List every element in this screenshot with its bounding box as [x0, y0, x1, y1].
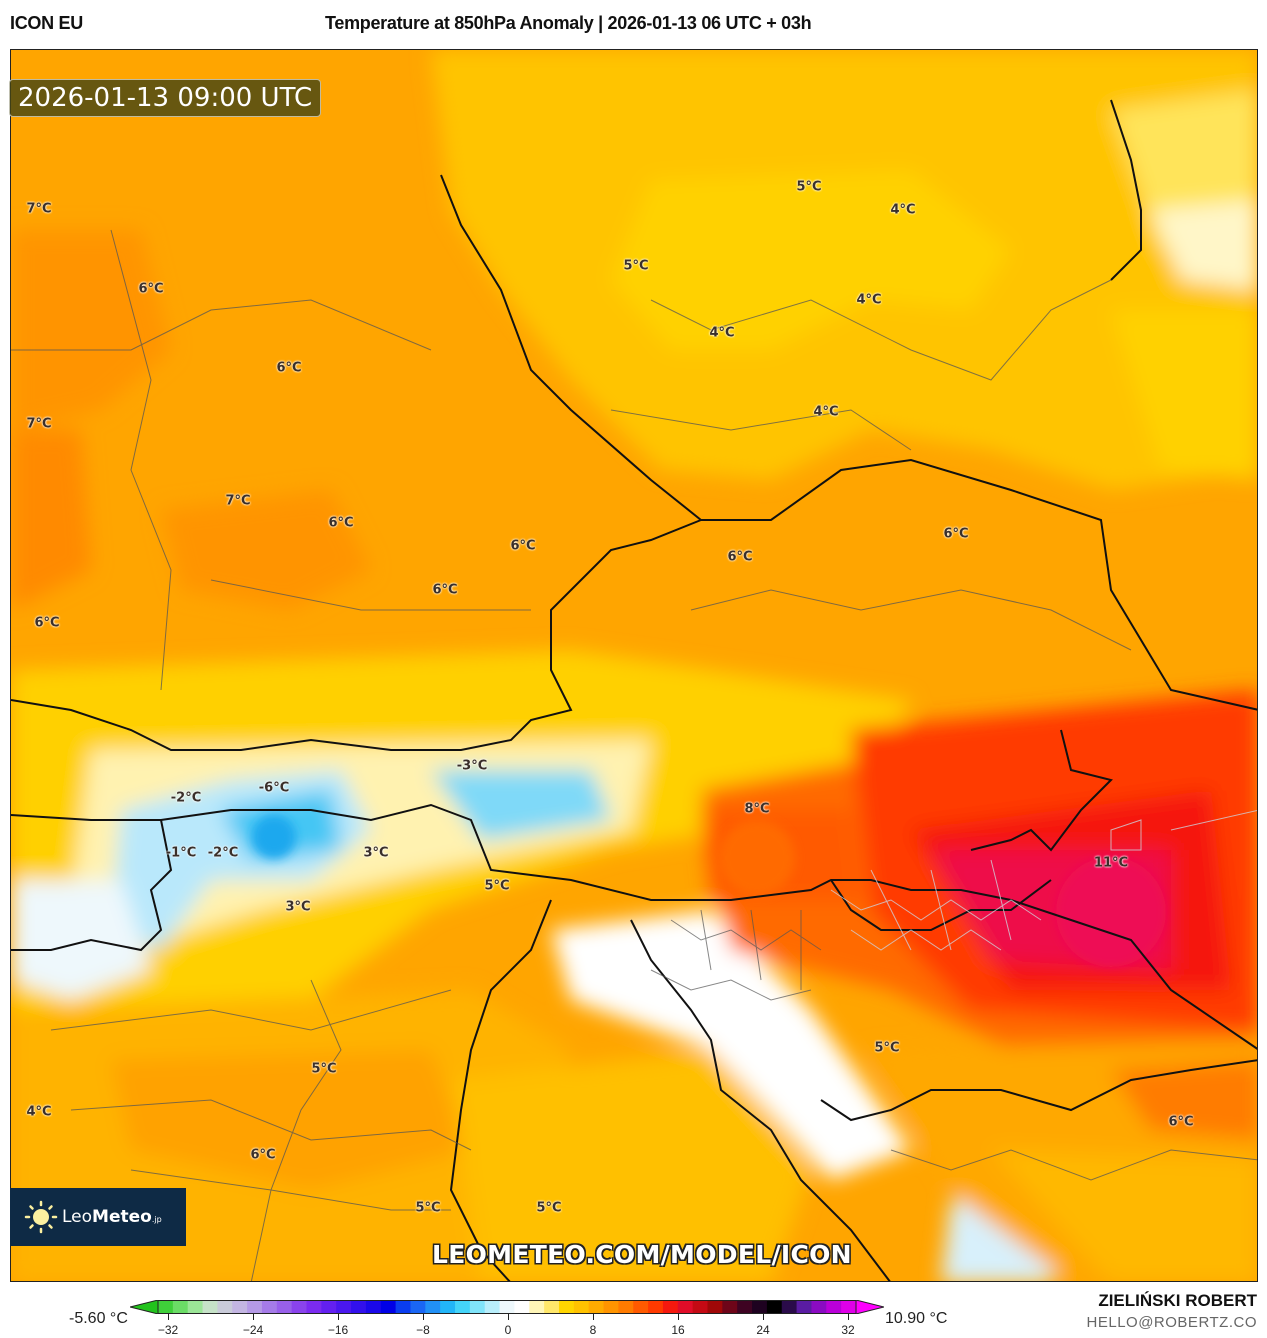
isotherm-label: 5°C	[874, 1040, 900, 1056]
model-name: ICON EU	[10, 13, 83, 33]
isotherm-label: 6°C	[1168, 1114, 1194, 1130]
sun-icon	[24, 1200, 58, 1234]
colorbar-tick-label: −8	[416, 1323, 430, 1337]
source-url-watermark: LEOMETEO.COM/MODEL/ICON	[432, 1240, 852, 1269]
isotherm-label: 4°C	[890, 202, 916, 218]
isotherm-label: 6°C	[510, 538, 536, 554]
colorbar-tick	[593, 1314, 594, 1320]
isotherm-label: 5°C	[796, 179, 822, 195]
leometeo-logo[interactable]: LeoMeteo.jp	[10, 1188, 186, 1246]
field-max-value: 10.90 °C	[885, 1310, 948, 1327]
isotherm-label: -2°C	[207, 845, 239, 861]
isotherm-label: 4°C	[813, 404, 839, 420]
colorbar-tick	[678, 1314, 679, 1320]
isotherm-label: 6°C	[432, 582, 458, 598]
logo-text: LeoMeteo.jp	[62, 1207, 162, 1227]
colorbar-tick	[508, 1314, 509, 1320]
map-area[interactable]: 7°C 6°C 6°C 7°C 7°C 6°C 6°C 6°C 6°C 5°C 4°C 5°C 4°C 4…	[10, 49, 1258, 1282]
colorbar-tick-label: 32	[841, 1323, 855, 1337]
colorbar-tick-label: 16	[671, 1323, 685, 1337]
colorbar-tick	[423, 1314, 424, 1320]
isotherm-label: 5°C	[484, 878, 510, 894]
isotherm-label: 6°C	[328, 515, 354, 531]
isotherm-label: 7°C	[225, 493, 251, 509]
isotherm-label: 4°C	[26, 1104, 52, 1120]
colorbar-tick-label: 8	[589, 1323, 597, 1337]
isotherm-label: 5°C	[311, 1061, 337, 1077]
isotherm-label: 6°C	[250, 1147, 276, 1163]
colorbar-tick-label: −24	[242, 1323, 264, 1337]
colorbar-tick-label: −16	[327, 1323, 349, 1337]
valid-time-badge: 2026-01-13 09:00 UTC	[9, 79, 322, 117]
isotherm-label: 6°C	[943, 526, 969, 542]
colorbar-tick	[848, 1314, 849, 1320]
colorbar-tick-label: −32	[157, 1323, 179, 1337]
isotherm-label: 7°C	[26, 201, 52, 217]
isotherm-label: 3°C	[285, 899, 311, 915]
isotherm-label: -6°C	[258, 780, 290, 796]
colorbar	[130, 1300, 884, 1314]
isotherm-label: 11°C	[1093, 855, 1129, 871]
isotherm-label: 8°C	[744, 801, 770, 817]
isotherm-label: -3°C	[456, 758, 488, 774]
isotherm-label: 4°C	[709, 325, 735, 341]
isotherm-label: -1°C	[165, 845, 197, 861]
field-min-value: -5.60 °C	[69, 1310, 128, 1327]
isotherm-label: 5°C	[623, 258, 649, 274]
isotherm-label: 6°C	[727, 549, 753, 565]
colorbar-tick-label: 24	[756, 1323, 770, 1337]
isotherm-label: 7°C	[26, 416, 52, 432]
isotherm-label: 3°C	[363, 845, 389, 861]
isotherm-label: 6°C	[276, 360, 302, 376]
chart-title: Temperature at 850hPa Anomaly | 2026-01-…	[325, 13, 812, 33]
author-name: ZIELIŃSKI ROBERT	[1098, 1291, 1257, 1310]
colorbar-ticks: −32 −24 −16 −8 0 8 16 24 32	[0, 1314, 1267, 1338]
isotherm-label: -2°C	[170, 790, 202, 806]
isotherm-label: 4°C	[856, 292, 882, 308]
isotherm-label: 6°C	[138, 281, 164, 297]
colorbar-tick	[253, 1314, 254, 1320]
isotherm-label: 5°C	[415, 1200, 441, 1216]
author-email[interactable]: HELLO@ROBERTZ.CO	[1086, 1314, 1257, 1331]
colorbar-tick	[763, 1314, 764, 1320]
colorbar-tick-label: 0	[504, 1323, 512, 1337]
colorbar-tick	[168, 1314, 169, 1320]
colorbar-tick	[338, 1314, 339, 1320]
isotherm-label: 5°C	[536, 1200, 562, 1216]
isotherm-label: 6°C	[34, 615, 60, 631]
temperature-anomaly-field	[11, 50, 1257, 1281]
